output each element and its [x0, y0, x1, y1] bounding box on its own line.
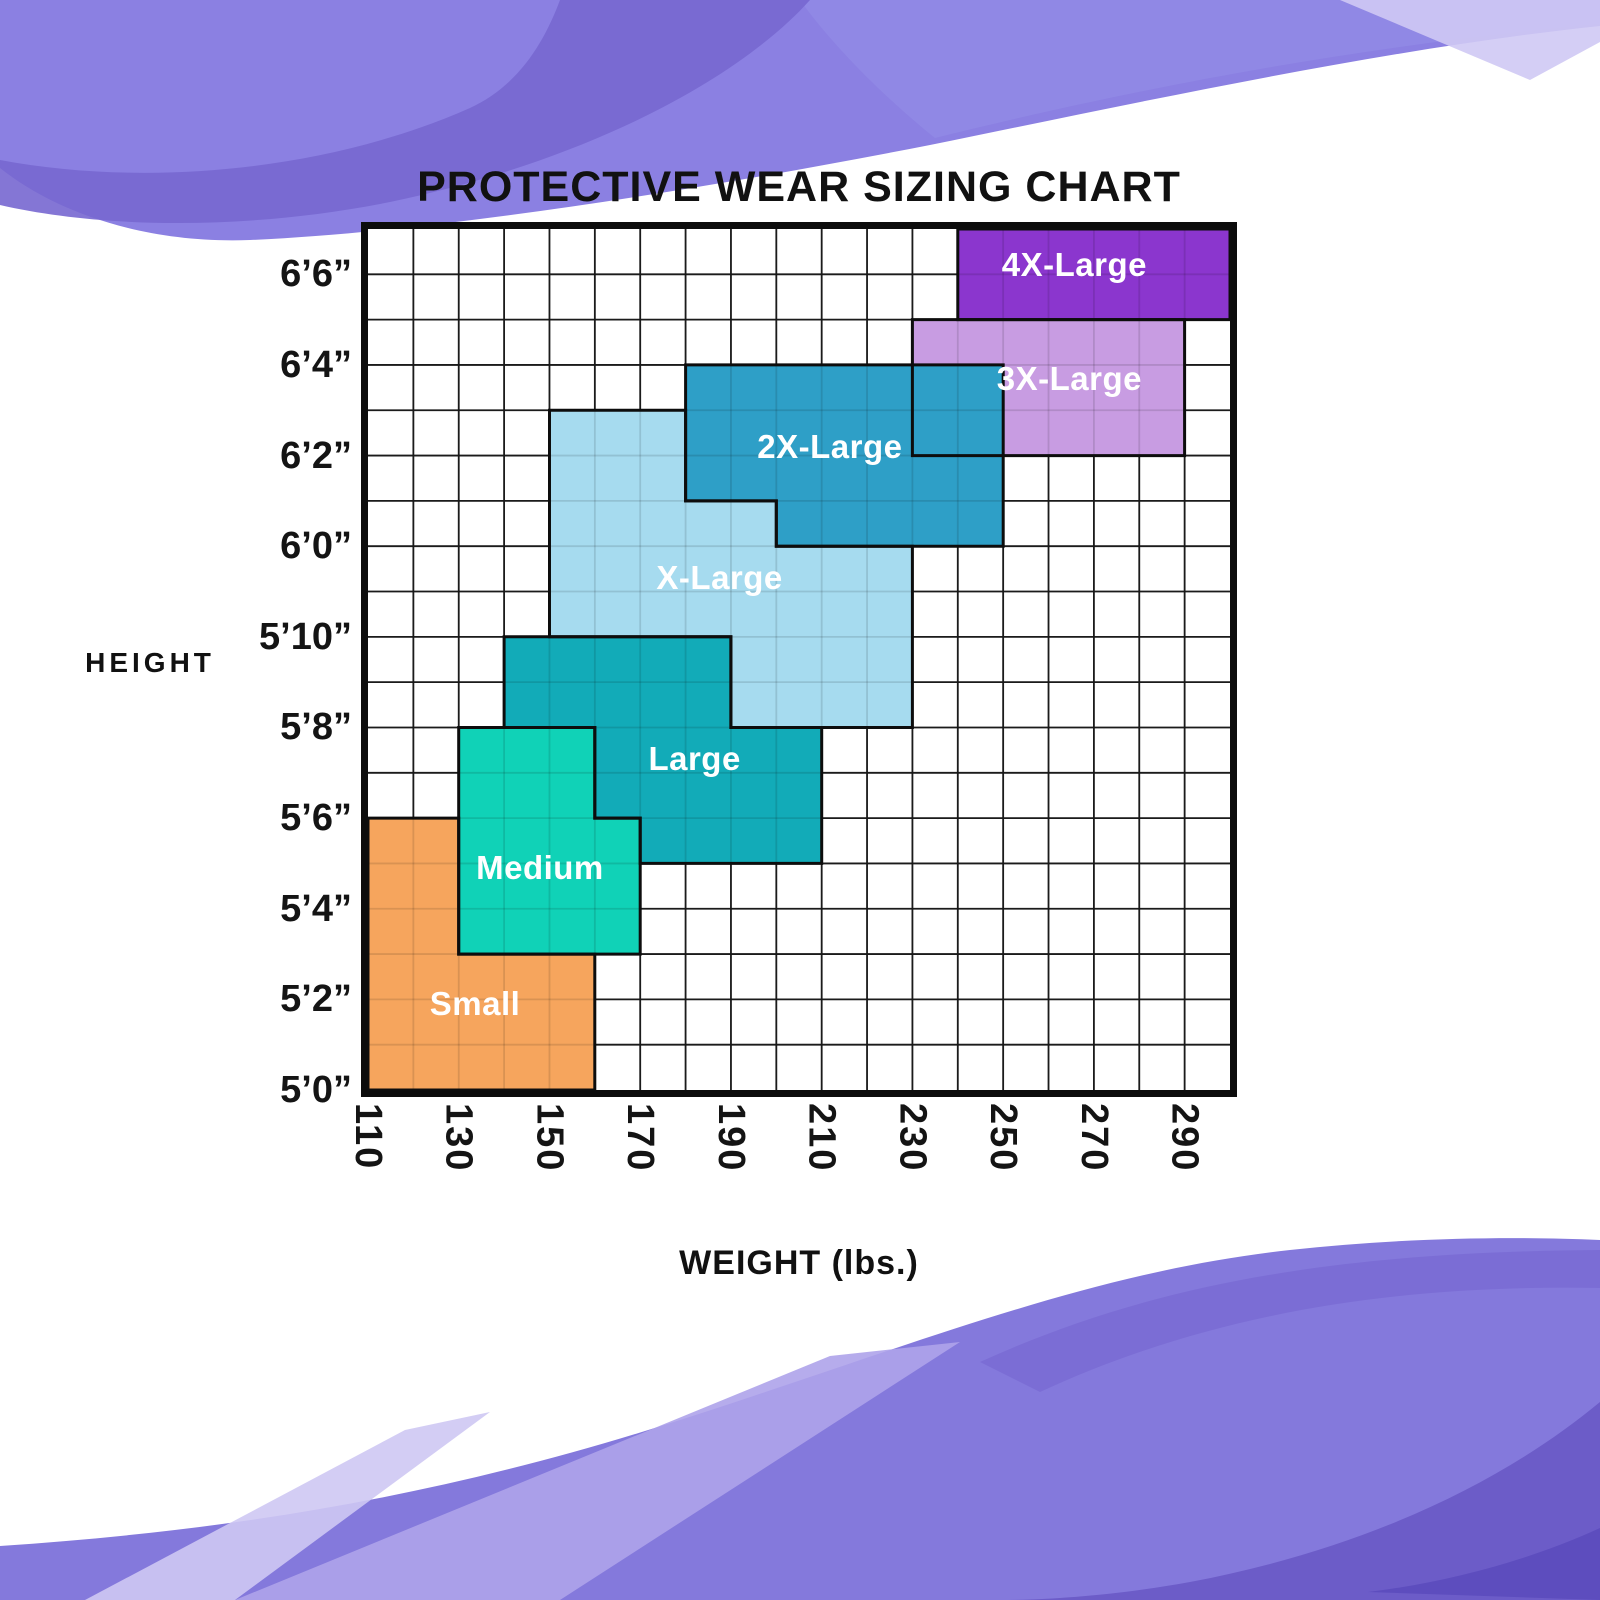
y-tick-label: 5’2”	[280, 978, 352, 1021]
plot-area: 3X-Large X-Large 2X-Large Large Medium Small 4…	[361, 222, 1237, 1097]
x-tick-label: 110	[347, 1103, 389, 1171]
y-tick-label: 6’4”	[280, 343, 352, 386]
y-tick-label: 5’6”	[280, 797, 352, 840]
x-tick-label: 170	[619, 1103, 662, 1173]
region-label-large: Large	[648, 740, 741, 778]
region-label-3xl: 3X-Large	[996, 359, 1142, 397]
region-outline-4xl	[956, 227, 1232, 322]
region-outline-2xl	[684, 363, 1005, 548]
y-tick-label: 5’8”	[280, 706, 352, 749]
y-axis-title: HEIGHT	[85, 647, 215, 678]
region-outline-small	[366, 816, 597, 1092]
bottom-wave-decoration	[0, 1238, 1600, 1600]
y-tick-label: 6’2”	[280, 434, 352, 477]
y-tick-label: 5’0”	[280, 1069, 352, 1111]
x-axis-title: WEIGHT (lbs.)	[679, 1244, 919, 1282]
y-tick-label: 5’4”	[280, 887, 352, 930]
y-tick-label: 6’6”	[280, 253, 352, 296]
x-tick-label: 250	[982, 1103, 1025, 1173]
region-label-xl: X-Large	[656, 558, 783, 596]
region-shape-xl	[549, 410, 913, 728]
region-label-small: Small	[429, 984, 521, 1022]
x-tick-label: 130	[437, 1103, 480, 1173]
sizing-grid	[366, 227, 1232, 1092]
region-shape-medium	[458, 727, 641, 955]
x-tick-label: 270	[1072, 1103, 1115, 1173]
region-shape-4xl	[957, 229, 1230, 320]
x-tick-label: 150	[528, 1103, 571, 1173]
x-tick-label: 290	[1163, 1103, 1206, 1173]
x-tick-label: 210	[800, 1103, 843, 1173]
chart-title: PROTECTIVE WEAR SIZING CHART	[417, 163, 1181, 211]
region-label-medium: Medium	[476, 848, 604, 886]
y-tick-label: 6’0”	[280, 525, 352, 568]
region-shape-large	[504, 636, 822, 864]
region-shape-small	[368, 818, 595, 1090]
region-label-2xl: 2X-Large	[757, 427, 903, 465]
region-label-4xl: 4X-Large	[1001, 246, 1147, 284]
y-tick-label: 5’10”	[259, 615, 352, 658]
x-tick-label: 230	[891, 1103, 934, 1173]
x-tick-label: 190	[709, 1103, 752, 1173]
